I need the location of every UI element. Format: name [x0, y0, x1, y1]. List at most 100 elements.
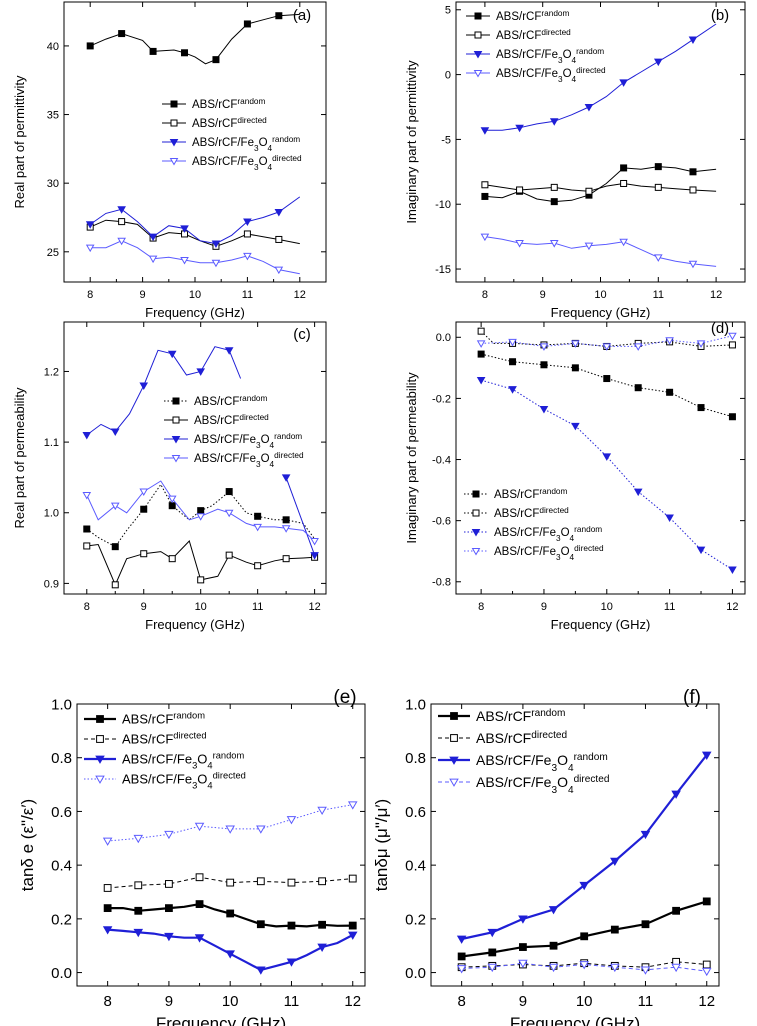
marker — [281, 525, 291, 533]
x-axis-label: Frequency (GHz) — [145, 617, 245, 632]
marker — [671, 963, 681, 973]
series-line — [480, 379, 733, 571]
marker — [149, 47, 157, 55]
marker — [571, 422, 580, 431]
marker — [282, 516, 290, 524]
marker — [212, 56, 220, 64]
y-tick-label: -0.4 — [432, 454, 451, 466]
marker — [134, 881, 143, 890]
marker — [287, 878, 296, 887]
marker — [180, 225, 189, 233]
marker — [481, 192, 489, 200]
legend-label: ABS/rCF/Fe3O4random — [192, 135, 300, 153]
series-line — [484, 236, 717, 267]
marker — [550, 198, 558, 206]
series-random-0 — [477, 350, 736, 421]
marker — [654, 163, 662, 171]
marker — [653, 58, 663, 67]
marker — [254, 512, 262, 520]
marker — [728, 413, 736, 421]
legend-entry: ABS/rCFrandom — [438, 708, 565, 724]
marker — [449, 778, 459, 787]
x-axis-label: Frequency (GHz) — [156, 1014, 286, 1026]
y-tick-label: -5 — [441, 134, 451, 146]
marker — [211, 259, 221, 268]
marker — [487, 963, 498, 973]
marker — [275, 12, 283, 20]
legend-label: ABS/rCFrandom — [494, 487, 568, 502]
marker — [548, 963, 559, 973]
series-line — [480, 353, 733, 418]
x-tick-label: 12 — [710, 289, 722, 301]
marker — [477, 350, 485, 358]
marker — [96, 735, 104, 743]
marker — [194, 822, 205, 832]
legend-label: ABS/rCFdirected — [122, 731, 207, 747]
marker — [133, 928, 144, 938]
x-axis-label: Frequency (GHz) — [510, 1014, 640, 1026]
x-tick-label: 10 — [594, 289, 606, 301]
legend-entry: ABS/rCF/Fe3O4random — [164, 432, 302, 450]
marker — [197, 576, 205, 584]
legend-label: ABS/rCFdirected — [194, 413, 269, 428]
marker — [102, 926, 113, 935]
series-line — [90, 240, 300, 275]
series-line — [89, 196, 301, 245]
y-tick-label: -15 — [435, 264, 451, 276]
legend-entry: ABS/rCF/Fe3O4directed — [464, 544, 604, 562]
marker — [481, 181, 489, 189]
x-tick-label: 10 — [222, 993, 239, 1010]
legend-entry: ABS/rCF/Fe3O4directed — [162, 154, 302, 172]
series-random-2 — [480, 23, 717, 135]
marker — [83, 525, 91, 533]
x-tick-label: 11 — [284, 993, 300, 1010]
legend-entry: ABS/rCFdirected — [164, 413, 269, 428]
marker — [580, 932, 589, 941]
legend-label: ABS/rCFrandom — [122, 711, 205, 727]
marker — [170, 119, 178, 127]
x-tick-label: 8 — [103, 993, 111, 1010]
marker — [196, 513, 206, 521]
chart-panel-a: 8 9 10 11 12 25 30 35 40 Frequency (GHz) Real part… — [12, 1, 327, 320]
marker — [181, 49, 189, 57]
marker — [96, 715, 104, 723]
x-tick-label: 9 — [140, 289, 146, 301]
legend-label: ABS/rCF/Fe3O4random — [122, 751, 245, 771]
marker — [548, 906, 559, 915]
x-tick-label: 10 — [576, 993, 593, 1010]
x-axis-label: Frequency (GHz) — [145, 305, 245, 320]
marker — [571, 364, 579, 372]
marker — [196, 368, 206, 376]
marker — [148, 233, 158, 242]
marker — [728, 341, 736, 349]
marker — [518, 915, 528, 924]
marker — [85, 221, 95, 229]
marker — [243, 20, 251, 28]
x-tick-label: 11 — [242, 289, 253, 301]
marker — [549, 118, 559, 126]
marker — [450, 734, 458, 742]
x-tick-label: 12 — [726, 601, 738, 613]
marker — [640, 830, 651, 840]
marker — [653, 254, 663, 262]
marker — [654, 183, 662, 191]
marker — [167, 350, 177, 359]
marker — [348, 874, 357, 883]
marker — [620, 164, 628, 172]
y-tick-label: 30 — [47, 178, 59, 190]
marker — [254, 562, 262, 570]
marker — [348, 921, 357, 930]
marker — [619, 79, 628, 87]
marker — [226, 909, 235, 918]
legend-entry: ABS/rCFrandom — [464, 487, 568, 502]
marker — [539, 406, 549, 414]
marker — [688, 36, 698, 45]
marker — [515, 240, 524, 248]
series-line — [90, 13, 300, 65]
marker — [197, 507, 205, 515]
marker — [665, 337, 674, 345]
marker — [171, 435, 181, 444]
marker — [480, 233, 490, 242]
marker — [728, 332, 737, 341]
